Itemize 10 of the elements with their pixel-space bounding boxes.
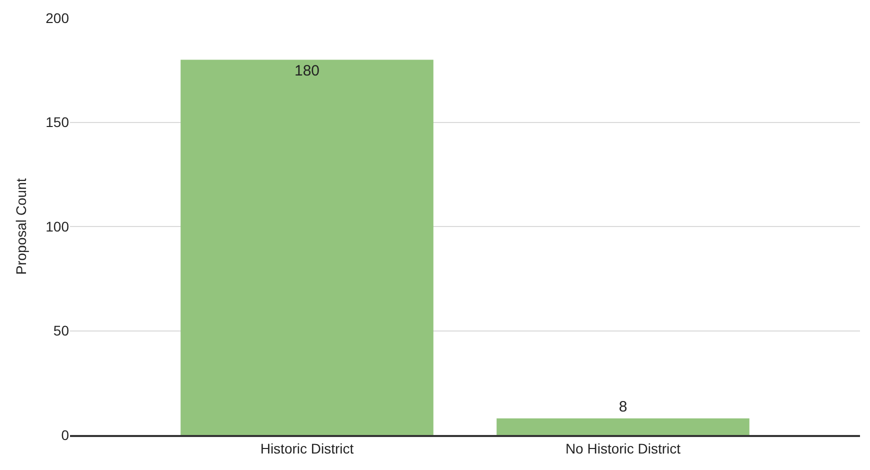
y-tick-label: 0 (61, 426, 70, 443)
data-label: 8 (618, 398, 628, 416)
y-tick-label: 200 (46, 10, 70, 26)
data-label: 180 (294, 62, 320, 80)
x-tick-label: Historic District (260, 440, 354, 457)
y-tick-label: 150 (46, 114, 70, 130)
x-tick-label: No Historic District (565, 440, 681, 457)
y-tick-label: 100 (46, 218, 70, 234)
y-tick-label: 50 (53, 322, 70, 339)
y-axis-title: Proposal Count (13, 178, 30, 275)
